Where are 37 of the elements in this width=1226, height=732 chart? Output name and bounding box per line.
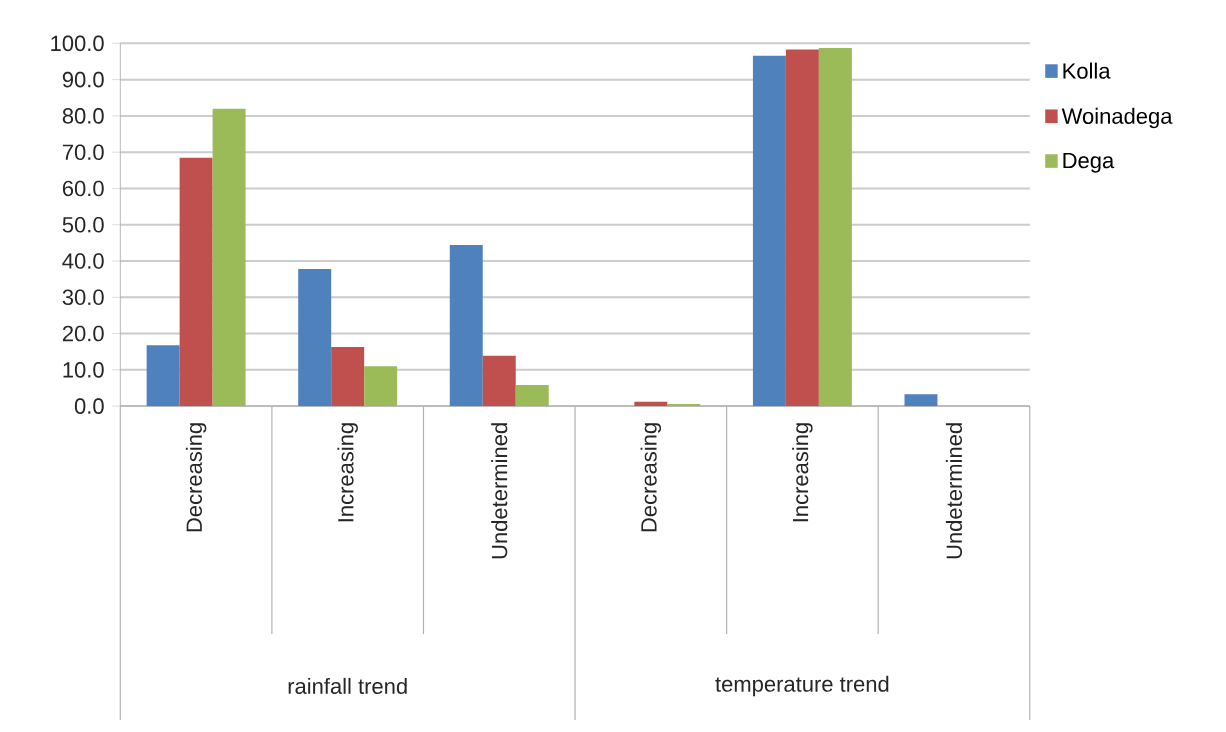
y-tick-label: 40.0 <box>62 253 104 269</box>
y-tick-label: 10.0 <box>63 361 104 378</box>
x-tick-label: Decreasing <box>185 423 207 532</box>
x-tick-label: Increasing <box>337 423 358 522</box>
y-tick-label: 70.0 <box>62 144 104 160</box>
bar <box>634 401 668 406</box>
bar <box>298 268 332 406</box>
bar <box>818 47 852 406</box>
bar <box>212 108 246 406</box>
y-tick-label: 100.0 <box>51 35 104 51</box>
bar <box>667 403 701 406</box>
x-tick-label: Undetermined <box>945 423 963 559</box>
legend-label: Woinadega <box>1061 107 1173 129</box>
bar <box>179 157 213 406</box>
x-tick-label: Increasing <box>792 423 813 522</box>
legend-label: Kolla <box>1063 62 1111 79</box>
y-tick-label: 30.0 <box>62 289 104 305</box>
y-tick-label: 50.0 <box>62 216 104 233</box>
text: temperature trend <box>715 675 889 697</box>
x-tick-label: Decreasing <box>640 423 662 532</box>
y-tick-label: 20.0 <box>62 325 104 342</box>
bar <box>482 355 516 406</box>
bar <box>449 244 483 406</box>
bar <box>515 384 549 406</box>
y-tick-label: 60.0 <box>62 180 104 197</box>
bar <box>752 55 786 406</box>
legend-label: Dega <box>1063 152 1115 173</box>
bar <box>364 366 398 406</box>
bar <box>331 346 365 406</box>
bar <box>904 394 938 406</box>
x-tick-label: Undetermined <box>491 423 508 559</box>
bar <box>785 49 819 406</box>
text: rainfall trend <box>288 677 407 694</box>
y-tick-label: 90.0 <box>62 71 104 88</box>
y-tick-label: 0.0 <box>74 398 104 414</box>
y-tick-label: 80.0 <box>62 107 104 124</box>
bar <box>146 345 180 406</box>
